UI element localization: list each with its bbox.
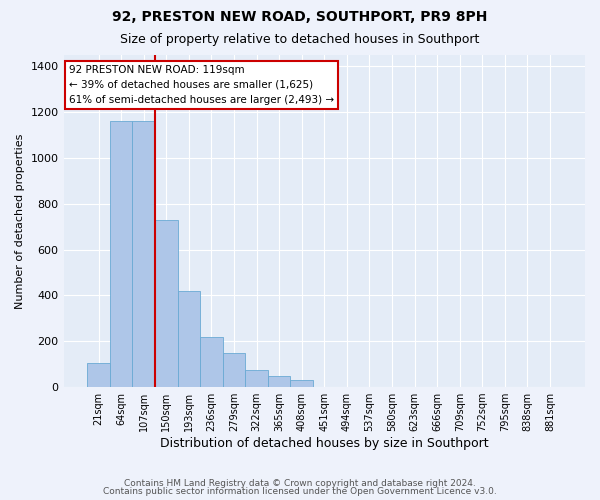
Text: 92, PRESTON NEW ROAD, SOUTHPORT, PR9 8PH: 92, PRESTON NEW ROAD, SOUTHPORT, PR9 8PH: [112, 10, 488, 24]
Bar: [245, 370, 268, 387]
Bar: [133, 122, 155, 387]
Bar: [110, 122, 133, 387]
Text: 92 PRESTON NEW ROAD: 119sqm
← 39% of detached houses are smaller (1,625)
61% of : 92 PRESTON NEW ROAD: 119sqm ← 39% of det…: [69, 65, 334, 104]
Bar: [178, 291, 200, 387]
Bar: [290, 380, 313, 387]
Text: Contains public sector information licensed under the Open Government Licence v3: Contains public sector information licen…: [103, 487, 497, 496]
Y-axis label: Number of detached properties: Number of detached properties: [15, 134, 25, 308]
Bar: [268, 376, 290, 387]
X-axis label: Distribution of detached houses by size in Southport: Distribution of detached houses by size …: [160, 437, 488, 450]
Text: Size of property relative to detached houses in Southport: Size of property relative to detached ho…: [121, 32, 479, 46]
Bar: [155, 220, 178, 387]
Bar: [223, 352, 245, 387]
Bar: [200, 336, 223, 387]
Text: Contains HM Land Registry data © Crown copyright and database right 2024.: Contains HM Land Registry data © Crown c…: [124, 478, 476, 488]
Bar: [87, 362, 110, 387]
